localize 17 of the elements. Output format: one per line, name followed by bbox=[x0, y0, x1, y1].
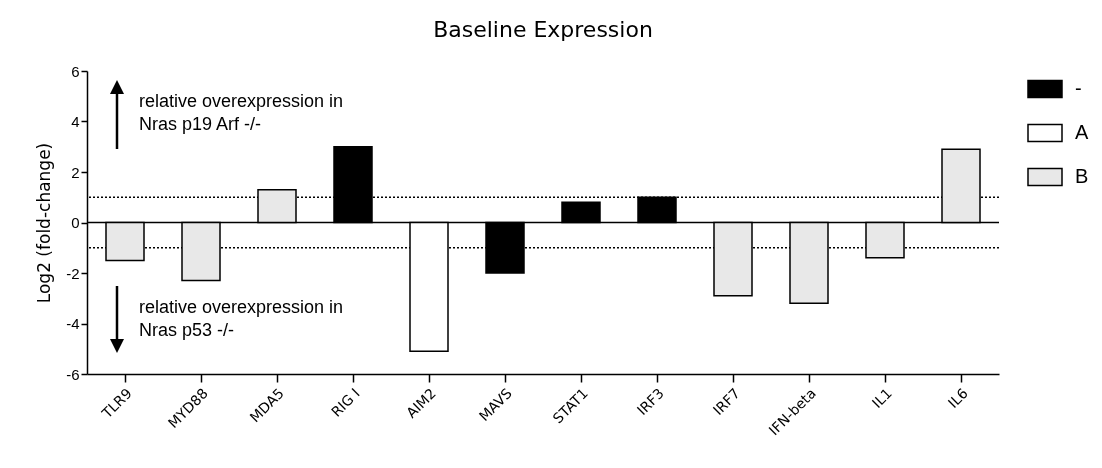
legend-label: - bbox=[1075, 77, 1082, 99]
legend-label: B bbox=[1075, 165, 1089, 187]
annotation: relative overexpression in Nras p19 Arf -/- bbox=[139, 91, 344, 134]
y-axis-title: Log2 (fold-change) bbox=[34, 142, 55, 304]
y-tick-label: 4 bbox=[71, 113, 80, 130]
y-tick-label: -2 bbox=[66, 264, 80, 282]
x-tick-label: RIG I bbox=[328, 385, 363, 420]
y-tick-label: -6 bbox=[66, 365, 80, 383]
chart-title: Baseline Expression bbox=[433, 17, 653, 42]
annotation: relative overexpression in Nras p53 -/- bbox=[139, 297, 344, 340]
x-tick-label: IL6 bbox=[944, 385, 971, 412]
y-tick-label: 2 bbox=[71, 163, 80, 181]
legend-label: A bbox=[1075, 121, 1089, 143]
x-tick-label: IL1 bbox=[868, 385, 895, 412]
y-tick-label: 0 bbox=[71, 214, 80, 231]
y-tick-label: 6 bbox=[71, 62, 80, 80]
y-tick-label: -4 bbox=[66, 315, 80, 332]
